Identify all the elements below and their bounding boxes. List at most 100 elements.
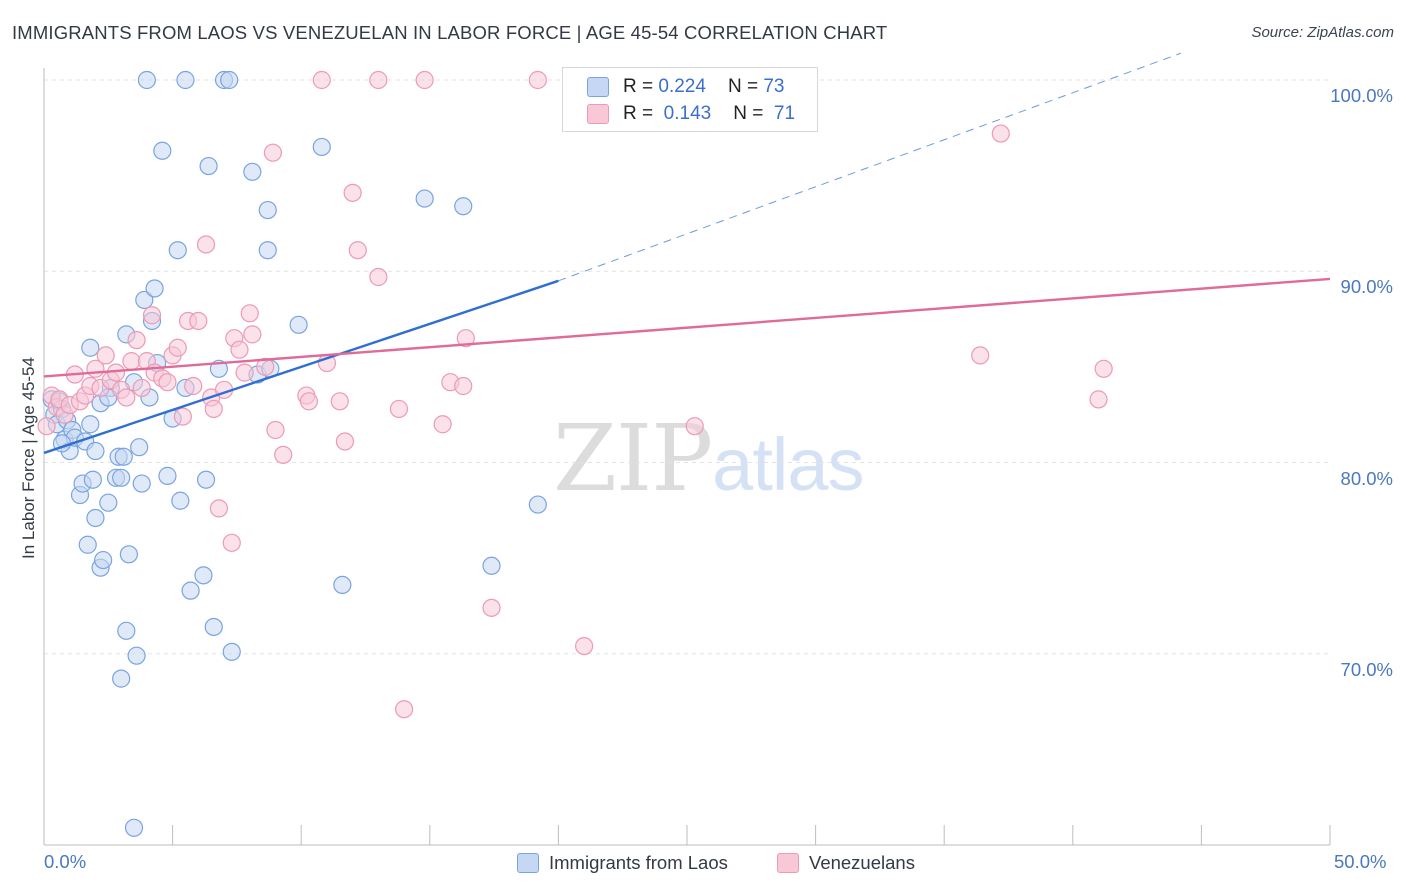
laos-point bbox=[86, 508, 105, 528]
legend-row-venezuelans: R = 0.143 N = 71 bbox=[587, 101, 795, 127]
laos-point bbox=[171, 491, 190, 510]
venezuelan-point bbox=[299, 392, 319, 411]
trend-line-laos bbox=[43, 279, 559, 455]
y-tick-label-70: 70.0% bbox=[1340, 658, 1393, 680]
chart-title: IMMIGRANTS FROM LAOS VS VENEZUELAN IN LA… bbox=[12, 22, 888, 43]
x-axis bbox=[43, 68, 1331, 846]
venezuelan-point bbox=[971, 346, 990, 365]
venezuelan-point bbox=[168, 338, 187, 357]
venezuelan-point bbox=[312, 70, 331, 90]
laos-point bbox=[333, 575, 352, 595]
watermark-atlas: atlas bbox=[712, 423, 864, 506]
laos-point bbox=[312, 137, 331, 157]
venezuelan-point bbox=[204, 399, 223, 419]
source-label: Source: ZipAtlas.com bbox=[1251, 24, 1394, 41]
trend-line-laos-extension bbox=[558, 52, 1181, 282]
legend-r-value-laos: 0.224 bbox=[658, 76, 706, 97]
legend-n-value-laos: 73 bbox=[763, 76, 785, 97]
venezuelan-point bbox=[348, 241, 367, 260]
venezuelan-point bbox=[256, 357, 275, 376]
laos-point bbox=[124, 818, 144, 837]
venezuelan-point bbox=[173, 407, 192, 426]
venezuelan-point bbox=[415, 70, 434, 90]
bottom-legend-label-laos: Immigrants from Laos bbox=[549, 852, 728, 873]
laos-point bbox=[112, 669, 131, 688]
laos-point bbox=[194, 566, 213, 585]
laos-point bbox=[135, 290, 154, 310]
venezuelan-point bbox=[235, 363, 254, 382]
trend-lines bbox=[43, 52, 1331, 455]
legend-n-value-venezuelans: 71 bbox=[773, 103, 796, 124]
series-laos-points bbox=[42, 70, 547, 837]
laos-point bbox=[83, 470, 102, 489]
venezuelan-point bbox=[482, 598, 501, 617]
series-venezuelans-points bbox=[37, 70, 1113, 719]
y-tick-label-90: 90.0% bbox=[1340, 276, 1393, 298]
laos-point bbox=[243, 162, 262, 181]
laos-point bbox=[158, 466, 177, 485]
laos-point bbox=[196, 470, 216, 489]
grid-lines bbox=[44, 79, 1330, 655]
y-tick-label-100: 100.0% bbox=[1330, 85, 1393, 106]
venezuelan-point bbox=[575, 636, 594, 656]
venezuelan-point bbox=[37, 417, 56, 436]
bottom-legend-swatch-venezuelans bbox=[777, 853, 799, 873]
venezuelan-point bbox=[394, 700, 414, 719]
venezuelan-point bbox=[240, 304, 259, 323]
venezuelan-point bbox=[122, 352, 141, 371]
venezuelan-point bbox=[209, 499, 228, 518]
venezuelan-point bbox=[456, 329, 475, 348]
venezuelan-point bbox=[266, 420, 285, 440]
legend-swatch-venezuelans bbox=[587, 104, 609, 124]
laos-point bbox=[117, 621, 136, 640]
laos-point bbox=[153, 141, 172, 160]
trend-line-venezuelans bbox=[43, 277, 1331, 378]
laos-point bbox=[99, 493, 118, 512]
laos-point bbox=[222, 642, 241, 661]
y-tick-label-80: 80.0% bbox=[1340, 467, 1393, 489]
laos-point bbox=[130, 438, 149, 457]
x-tick-label-min: 0.0% bbox=[44, 851, 87, 872]
legend-r-value-venezuelans: 0.143 bbox=[663, 103, 712, 124]
laos-point bbox=[81, 338, 100, 357]
venezuelan-point bbox=[243, 325, 262, 344]
venezuelan-point bbox=[433, 415, 452, 434]
laos-point bbox=[94, 550, 113, 570]
laos-point bbox=[454, 197, 473, 216]
venezuelan-point bbox=[369, 267, 388, 287]
laos-point bbox=[145, 279, 164, 298]
laos-point bbox=[181, 581, 200, 600]
legend-swatch-laos bbox=[587, 77, 609, 97]
venezuelan-point bbox=[335, 432, 355, 451]
venezuelan-point bbox=[454, 376, 473, 396]
venezuelan-point bbox=[142, 306, 162, 325]
laos-point bbox=[119, 545, 138, 564]
bottom-legend-label-venezuelans: Venezuelans bbox=[809, 852, 915, 873]
laos-point bbox=[176, 70, 195, 90]
venezuelan-point bbox=[274, 445, 293, 464]
bottom-legend-laos: Immigrants from Laos bbox=[517, 852, 728, 874]
laos-point bbox=[199, 156, 218, 176]
laos-point bbox=[78, 535, 97, 554]
venezuelan-point bbox=[230, 340, 249, 359]
x-tick-label-max: 50.0% bbox=[1334, 851, 1387, 872]
laos-point bbox=[168, 241, 187, 260]
venezuelan-point bbox=[343, 183, 362, 202]
laos-point bbox=[204, 617, 223, 637]
bottom-legend-venezuelans: Venezuelans bbox=[777, 852, 915, 874]
legend-r-label: R = bbox=[623, 76, 654, 97]
laos-point bbox=[289, 315, 308, 334]
laos-point bbox=[127, 646, 146, 665]
legend-r-label: R = bbox=[623, 103, 654, 124]
laos-point bbox=[86, 441, 105, 461]
venezuelan-point bbox=[96, 346, 115, 365]
venezuelan-point bbox=[222, 533, 241, 552]
laos-point bbox=[258, 241, 277, 260]
laos-point bbox=[137, 70, 156, 90]
venezuelan-point bbox=[158, 373, 177, 392]
venezuelan-point bbox=[330, 392, 349, 411]
venezuelan-point bbox=[369, 70, 388, 90]
venezuelan-point bbox=[127, 331, 146, 350]
laos-point bbox=[81, 415, 100, 434]
